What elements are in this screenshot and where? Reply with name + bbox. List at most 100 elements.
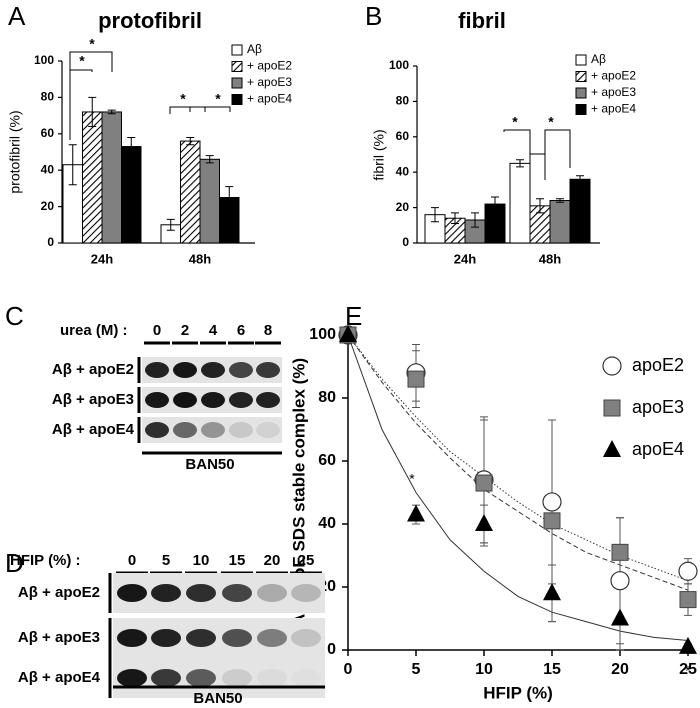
- lane-label: 8: [264, 322, 272, 339]
- error-bar: [225, 186, 234, 209]
- error-bar: [451, 212, 459, 225]
- y-tick-label: 80: [318, 389, 336, 406]
- bar: [180, 140, 201, 244]
- y-tick-label: 100: [389, 58, 409, 72]
- panel-letter: B: [365, 1, 382, 31]
- band: [151, 584, 181, 602]
- legend-label: + apoE3: [247, 75, 292, 89]
- point: [543, 512, 561, 530]
- fit-curve: [347, 334, 689, 642]
- point: [543, 583, 561, 601]
- significance-mark: *: [409, 471, 415, 487]
- band: [145, 392, 169, 408]
- lane-label: 0: [153, 322, 161, 339]
- band: [291, 629, 321, 647]
- legend-swatch: [575, 54, 587, 66]
- legend-swatch: [231, 44, 243, 56]
- legend-swatch: [575, 104, 587, 115]
- error-bar: [186, 136, 195, 146]
- y-tick-label: 100: [34, 53, 54, 67]
- band: [145, 362, 169, 378]
- error-bar: [576, 175, 584, 184]
- legend-swatch: [575, 87, 587, 99]
- band: [222, 584, 252, 602]
- row-label: Aβ + apoE4: [52, 421, 135, 438]
- band: [186, 669, 216, 687]
- lane-label: 5: [162, 552, 170, 569]
- x-axis-label: HFIP (%): [483, 683, 553, 702]
- significance-bracket: [69, 51, 113, 140]
- point: [475, 514, 493, 531]
- band: [257, 629, 287, 647]
- error-bar: [127, 136, 136, 157]
- x-tick-label: 24h: [454, 251, 476, 266]
- legend-label: apoE4: [632, 439, 684, 459]
- x-tick-label: 48h: [539, 251, 561, 266]
- legend-swatch: [231, 77, 243, 89]
- point: [339, 325, 357, 342]
- bar: [101, 111, 122, 244]
- y-tick-label: 20: [396, 200, 410, 214]
- band: [145, 422, 169, 438]
- panel-letter: A: [8, 1, 26, 31]
- significance-bracket: [205, 106, 231, 112]
- lane-label: 15: [229, 552, 246, 569]
- chart-title: fibril: [458, 8, 506, 33]
- x-tick-label: 24h: [91, 251, 113, 266]
- y-tick-label: 20: [41, 199, 55, 213]
- legend-label: + apoE4: [247, 92, 292, 106]
- band: [117, 629, 147, 647]
- legend-swatch: [231, 61, 243, 72]
- y-axis-label: fibril (%): [371, 129, 387, 180]
- legend-label: Aβ: [591, 52, 606, 66]
- point: [407, 504, 425, 522]
- point: [407, 370, 425, 388]
- error-bar: [88, 96, 97, 128]
- lane-label: 6: [237, 322, 245, 339]
- legend-swatch: [603, 440, 621, 457]
- legend-label: Aβ: [247, 42, 262, 56]
- significance-mark: *: [548, 114, 554, 130]
- legend-label: + apoE4: [591, 102, 636, 116]
- y-tick-label: 100: [309, 326, 336, 343]
- band: [229, 392, 253, 408]
- y-tick-label: 80: [396, 94, 410, 108]
- legend-label: + apoE3: [591, 85, 636, 99]
- bar: [569, 178, 591, 244]
- panel-letter: E: [345, 301, 362, 331]
- error-bar: [431, 207, 439, 223]
- error-bar: [205, 155, 214, 164]
- legend-label: apoE3: [632, 397, 684, 417]
- x-tick-label: 15: [543, 661, 561, 678]
- y-axis-label: protofibril (%): [7, 110, 23, 193]
- y-axis-label: Aβ-apoE SDS stable complex (%): [289, 358, 308, 626]
- band: [222, 669, 252, 687]
- point: [678, 561, 698, 581]
- significance-bracket: [544, 129, 571, 180]
- antibody-label: BAN50: [193, 690, 242, 707]
- band: [256, 392, 280, 408]
- y-tick-label: 80: [41, 90, 55, 104]
- band: [186, 629, 216, 647]
- x-tick-label: 0: [344, 661, 353, 678]
- row-label: Aβ + apoE4: [18, 669, 101, 686]
- bar: [121, 146, 142, 244]
- x-tick-label: 20: [611, 661, 629, 678]
- band: [151, 669, 181, 687]
- point: [542, 492, 562, 512]
- band: [117, 669, 147, 687]
- point: [611, 543, 629, 561]
- point: [475, 474, 493, 492]
- y-tick-label: 0: [327, 641, 336, 658]
- panel-letter: C: [5, 301, 24, 331]
- band: [173, 362, 197, 378]
- legend-label: + apoE2: [591, 69, 636, 83]
- lane-label: 0: [128, 552, 136, 569]
- y-tick-label: 40: [41, 162, 55, 176]
- band: [186, 584, 216, 602]
- blot-image: [113, 658, 325, 698]
- error-bar: [516, 159, 524, 168]
- y-tick-label: 40: [318, 515, 336, 532]
- band: [201, 392, 225, 408]
